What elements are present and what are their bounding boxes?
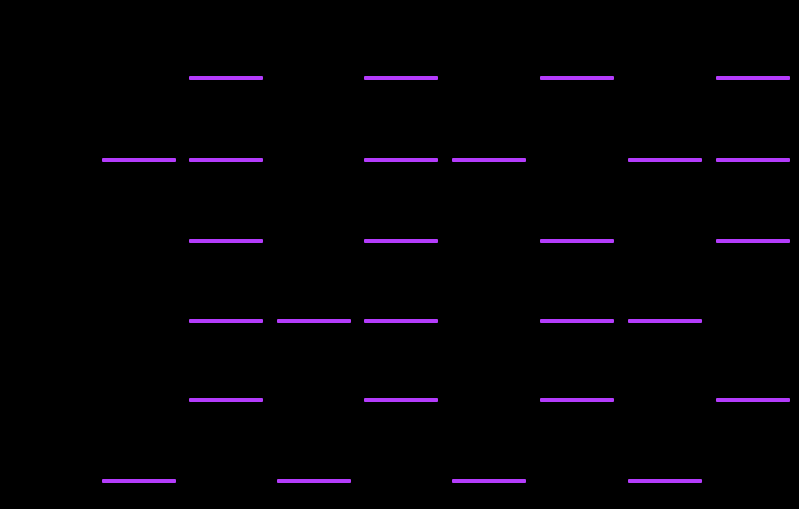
segment [364, 319, 438, 323]
segment [189, 76, 263, 80]
segment [189, 319, 263, 323]
segment [452, 479, 526, 483]
segment [364, 239, 438, 243]
segment [716, 398, 790, 402]
segment [277, 319, 351, 323]
segment [102, 158, 176, 162]
segment [628, 479, 702, 483]
segment [540, 239, 614, 243]
segment [716, 158, 790, 162]
segment [102, 479, 176, 483]
segment [277, 479, 351, 483]
segment [364, 398, 438, 402]
segment [189, 398, 263, 402]
segment [540, 319, 614, 323]
segment [364, 76, 438, 80]
segment [628, 158, 702, 162]
segment [452, 158, 526, 162]
segment [189, 239, 263, 243]
segment [189, 158, 263, 162]
segment [364, 158, 438, 162]
segment [540, 76, 614, 80]
segment [540, 398, 614, 402]
segment [716, 239, 790, 243]
segment [628, 319, 702, 323]
segment [716, 76, 790, 80]
